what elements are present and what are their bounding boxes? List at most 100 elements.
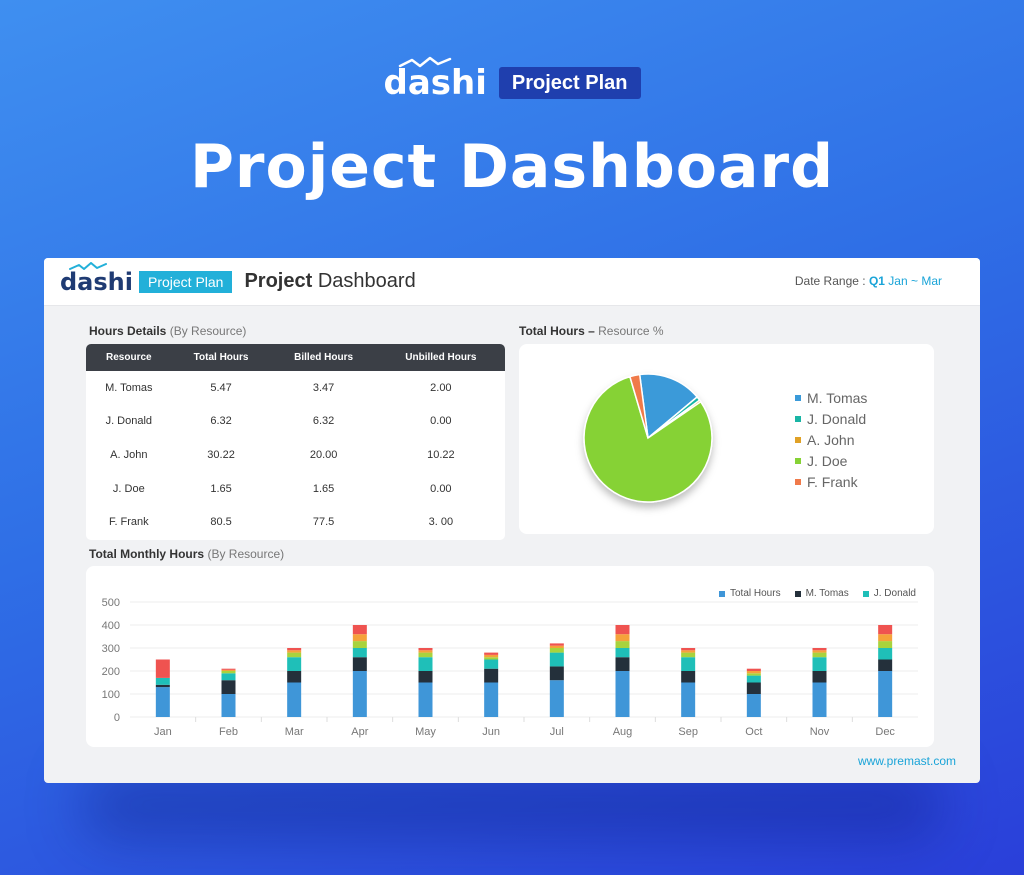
table-cell: 0.00 [430, 482, 452, 495]
y-tick-label: 200 [102, 666, 120, 678]
bar-segment-feb-2 [221, 673, 236, 681]
bar-segment-may-3 [418, 652, 433, 658]
spark-icon [398, 56, 451, 68]
header-title: Project Dashboard [244, 270, 415, 293]
bar-chart-box: Total Hours M. Tomas J. Donald 0 100 200 300 4… [86, 566, 934, 747]
bar-segment-mar-5 [287, 648, 302, 651]
col-header: Billed Hours [294, 352, 354, 363]
x-tick-label: Feb [219, 726, 238, 738]
bar-segment-jun-3 [484, 657, 499, 660]
header-badge: Project Plan [138, 270, 233, 293]
bar-segment-oct-1 [746, 682, 761, 694]
bar-segment-may-4 [418, 650, 433, 653]
hours-details-subtitle: (By Resource) [169, 324, 247, 338]
bar-segment-oct-4 [746, 671, 761, 674]
bar-segment-jun-0 [484, 682, 499, 717]
table-cell: J. Donald [105, 415, 153, 428]
pie-chart [583, 373, 713, 503]
table-cell: 6.32 [312, 415, 335, 428]
y-tick-label: 500 [102, 597, 120, 609]
y-tick-label: 0 [114, 712, 120, 724]
bar-segment-feb-5 [221, 668, 236, 670]
bar-legend-item: M. Tomas [794, 588, 849, 599]
table-cell: 5.47 [210, 381, 232, 394]
bar-segment-jun-1 [484, 668, 499, 683]
table-row: J. Doe 1.65 1.65 0.00 [86, 472, 505, 506]
table-row: F. Frank 80.5 77.5 3. 00 [86, 505, 505, 539]
legend-swatch [862, 590, 869, 597]
table-cell: 77.5 [312, 516, 335, 529]
bar-segment-sep-0 [681, 682, 696, 717]
bar-segment-may-0 [418, 682, 433, 717]
bar-segment-mar-1 [287, 671, 302, 683]
bar-segment-jan-0 [155, 687, 170, 717]
bar-chart: 0 100 200 300 400 500 Jan Feb Mar Apr May Jun Jul Aug… [102, 597, 918, 738]
hours-details-title: Hours Details (By Resource) [89, 324, 246, 338]
bar-segment-apr-1 [352, 657, 367, 671]
col-header: Total Hours [193, 352, 249, 363]
footer-url[interactable]: www.premast.com [857, 754, 956, 768]
bar-segment-jul-3 [549, 648, 564, 653]
bar-segment-dec-2 [878, 648, 893, 660]
monthly-section-title-text: Total Monthly Hours [89, 547, 205, 561]
bar-legend-item: J. Donald [862, 588, 916, 599]
pie-slice-f-frank [628, 373, 649, 439]
table-cell: F. Frank [108, 516, 149, 529]
table-cell: 0.00 [430, 415, 452, 428]
legend-swatch [795, 478, 801, 485]
monthly-section-title: Total Monthly Hours (By Resource) [89, 547, 284, 561]
table-cell: A. John [110, 448, 148, 461]
bar-segment-aug-2 [615, 648, 630, 658]
pie-legend-label: A. John [807, 431, 855, 448]
bar-segment-aug-5 [615, 625, 630, 635]
x-tick-label: Aug [613, 726, 633, 738]
x-tick-label: Apr [351, 726, 368, 738]
bar-segment-dec-3 [878, 641, 893, 648]
bar-legend-label: J. Donald [873, 588, 916, 599]
table-cell: M. Tomas [105, 381, 153, 394]
legend-swatch [794, 590, 801, 597]
pie-legend: M. Tomas J. Donald A. John J. Doe F. Frank [795, 388, 867, 492]
dashboard-card: dashi Project Plan Project Dashboard Dat… [44, 258, 980, 783]
table-row: M. Tomas 5.47 3.47 2.00 [86, 371, 505, 405]
hero-brand: dashi Project Plan [0, 56, 1024, 103]
bar-segment-jun-2 [484, 659, 499, 669]
date-range-label: Date Range : [794, 274, 866, 288]
bar-segment-aug-0 [615, 671, 630, 717]
table-row: A. John 30.22 20.00 10.22 [86, 438, 505, 472]
bar-segment-aug-1 [615, 657, 630, 671]
bar-segment-jan-2 [155, 677, 170, 685]
table-cell: J. Doe [112, 482, 145, 495]
y-tick-label: 100 [102, 689, 120, 701]
logo-text: dashi [383, 63, 487, 103]
bar-segment-sep-3 [681, 652, 696, 658]
bar-segment-nov-2 [812, 657, 827, 671]
x-tick-label: Jan [154, 726, 172, 738]
pie-legend-item: M. Tomas [795, 388, 867, 409]
x-tick-label: Oct [745, 726, 762, 738]
hero-badge: Project Plan [498, 67, 641, 99]
bar-segment-mar-4 [287, 650, 302, 653]
hours-details-title-text: Hours Details [89, 324, 167, 338]
bar-segment-may-2 [418, 657, 433, 671]
col-header: Unbilled Hours [405, 352, 477, 363]
table-cell: 10.22 [427, 448, 455, 461]
bar-segment-mar-2 [287, 657, 302, 671]
hours-table-box: Resource Total Hours Billed Hours Unbill… [86, 344, 505, 540]
bar-legend-label: Total Hours [730, 588, 781, 599]
bar-segment-may-5 [418, 648, 433, 651]
legend-swatch [795, 395, 801, 402]
pie-section-subtitle: Resource % [598, 324, 664, 338]
legend-swatch [795, 436, 801, 443]
header-title-bold: Project [244, 270, 313, 292]
x-tick-label: Dec [875, 726, 895, 738]
pie-section-title: Total Hours – Resource % [519, 324, 664, 338]
pie-legend-label: F. Frank [807, 473, 858, 490]
bar-segment-apr-5 [352, 625, 367, 635]
logo-text-small: dashi [60, 267, 133, 296]
bar-segment-jun-5 [484, 652, 499, 655]
x-tick-label: Mar [285, 726, 304, 738]
bar-segment-feb-4 [221, 669, 236, 671]
table-cell: 30.22 [207, 448, 235, 461]
bar-segment-mar-3 [287, 652, 302, 658]
